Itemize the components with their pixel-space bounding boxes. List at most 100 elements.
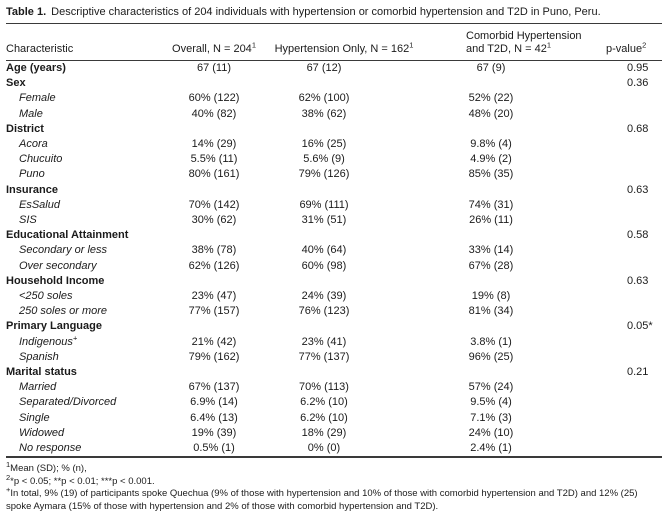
table-row: Female 60% (122) 62% (100) 52% (22) — [6, 91, 662, 106]
overall-cell: 21% (42) — [191, 335, 237, 348]
table-row: Marital status 0.21 — [6, 365, 662, 380]
characteristic-cell: Married — [19, 381, 57, 394]
hypertension-only-cell — [270, 122, 418, 137]
characteristic-cell: <250 soles — [19, 290, 73, 303]
table-row: Sex 0.36 — [6, 76, 662, 91]
comorbid-cell: 48% (20) — [468, 107, 514, 120]
characteristic-cell: SIS — [19, 214, 37, 227]
characteristic-cell: Male — [19, 107, 43, 120]
p-value-cell — [584, 107, 662, 122]
comorbid-cell: 67% (28) — [468, 259, 514, 272]
footnote-marker: 1 — [251, 40, 256, 50]
p-value-cell — [584, 198, 662, 213]
comorbid-cell — [418, 76, 584, 91]
overall-cell: 6.9% (14) — [190, 396, 238, 409]
table-row: District 0.68 — [6, 122, 662, 137]
p-value-cell — [584, 304, 662, 319]
characteristic-cell: Spanish — [19, 350, 59, 363]
p-value-cell: 0.63 — [627, 274, 649, 287]
p-value-cell — [584, 91, 662, 106]
hypertension-only-cell: 62% (100) — [298, 92, 350, 105]
col-header-hypertension-only: Hypertension Only, N = 1621 — [270, 24, 418, 61]
characteristic-cell: Primary Language — [6, 320, 102, 333]
p-value-cell: 0.58 — [627, 229, 649, 242]
hypertension-only-cell: 60% (98) — [301, 259, 347, 272]
characteristic-cell: Secondary or less — [19, 244, 108, 257]
comorbid-cell: 81% (34) — [468, 305, 514, 318]
table-row: 250 soles or more 77% (157) 76% (123) 81% (… — [6, 304, 662, 319]
overall-cell: 60% (122) — [188, 92, 240, 105]
overall-cell: 70% (142) — [188, 198, 240, 211]
table-row: Over secondary 62% (126) 60% (98) 67% (28) — [6, 259, 662, 274]
table-row: Male 40% (82) 38% (62) 48% (20) — [6, 107, 662, 122]
footnote: +In total, 9% (19) of participants spoke… — [6, 485, 638, 513]
characteristic-cell: Over secondary — [19, 259, 97, 272]
descriptive-characteristics-table: Characteristic Overall, N = 2041 Hyperte… — [6, 24, 662, 459]
comorbid-cell: 26% (11) — [469, 214, 513, 227]
footnotes: 1Mean (SD); % (n), 2*p < 0.05; **p < 0.01… — [6, 458, 662, 513]
comorbid-cell — [418, 183, 584, 198]
overall-cell: 67% (137) — [188, 381, 240, 394]
hypertension-only-cell — [270, 228, 418, 243]
table-row: Widowed 19% (39) 18% (29) 24% (10) — [6, 426, 662, 441]
comorbid-cell: 57% (24) — [468, 381, 514, 394]
overall-cell: 19% (39) — [191, 426, 237, 439]
table-row: Insurance 0.63 — [6, 183, 662, 198]
p-value-cell — [584, 243, 662, 258]
footnote-marker: 2 — [642, 40, 647, 50]
table-number: Table 1. — [6, 6, 47, 18]
table-body: Age (years) 67 (11) 67 (12) 67 (9) 0.95 Sex 0.… — [6, 61, 662, 458]
footnote-marker: 1 — [6, 460, 11, 470]
overall-cell — [158, 183, 270, 198]
characteristic-cell: Acora — [19, 138, 48, 151]
characteristic-cell: Sex — [6, 77, 26, 90]
characteristic-cell: Household Income — [6, 274, 105, 287]
p-value-cell — [584, 411, 662, 426]
comorbid-cell: 24% (10) — [468, 426, 514, 439]
p-value-cell — [584, 213, 662, 228]
table-row: Puno 80% (161) 79% (126) 85% (35) — [6, 167, 662, 182]
overall-cell: 23% (47) — [191, 290, 237, 303]
p-value-cell: 0.05* — [627, 320, 653, 333]
table-row: SIS 30% (62) 31% (51) 26% (11) — [6, 213, 662, 228]
table-title: Table 1. Descriptive characteristics of 2… — [6, 4, 662, 24]
characteristic-cell: Separated/Divorced — [19, 396, 117, 409]
characteristic-cell: Indigenous+ — [19, 333, 78, 348]
characteristic-cell: District — [6, 122, 44, 135]
overall-cell: 0.5% (1) — [193, 442, 235, 455]
hypertension-only-cell: 31% (51) — [301, 214, 347, 227]
p-value-cell: 0.21 — [627, 366, 649, 379]
characteristic-cell: Educational Attainment — [6, 229, 129, 242]
overall-cell: 30% (62) — [191, 214, 237, 227]
characteristic-cell: 250 soles or more — [19, 305, 108, 318]
characteristic-cell: Puno — [19, 168, 45, 181]
characteristic-cell: EsSalud — [19, 198, 60, 211]
hypertension-only-cell: 6.2% (10) — [300, 396, 348, 409]
hypertension-only-cell: 69% (111) — [299, 198, 349, 211]
table-row: Household Income 0.63 — [6, 274, 662, 289]
hypertension-only-cell: 79% (126) — [298, 168, 350, 181]
characteristic-cell: Widowed — [19, 426, 65, 439]
table-row: Acora 14% (29) 16% (25) 9.8% (4) — [6, 137, 662, 152]
hypertension-only-cell: 6.2% (10) — [300, 411, 348, 424]
p-value-cell — [584, 380, 662, 395]
overall-cell: 40% (82) — [191, 107, 237, 120]
comorbid-cell: 85% (35) — [468, 168, 514, 181]
table-row: Separated/Divorced 6.9% (14) 6.2% (10) 9.5%… — [6, 395, 662, 410]
overall-cell: 62% (126) — [188, 259, 240, 272]
overall-cell: 67 (11) — [196, 62, 232, 74]
comorbid-cell: 33% (14) — [468, 244, 514, 257]
p-value-cell: 0.68 — [627, 122, 649, 135]
table-row: Secondary or less 38% (78) 40% (64) 33% (14… — [6, 243, 662, 258]
table-caption: Descriptive characteristics of 204 indiv… — [51, 6, 601, 18]
footnote-marker: + — [6, 485, 11, 495]
comorbid-cell: 9.5% (4) — [470, 396, 512, 409]
p-value-cell: 0.63 — [627, 183, 649, 196]
table-row: No response 0.5% (1) 0% (0) 2.4% (1) — [6, 441, 662, 457]
table-row: Married 67% (137) 70% (113) 57% (24) — [6, 380, 662, 395]
comorbid-cell: 3.8% (1) — [470, 335, 512, 348]
hypertension-only-cell — [270, 319, 418, 334]
col-header-characteristic: Characteristic — [6, 24, 158, 61]
hypertension-only-cell: 0% (0) — [307, 442, 341, 455]
